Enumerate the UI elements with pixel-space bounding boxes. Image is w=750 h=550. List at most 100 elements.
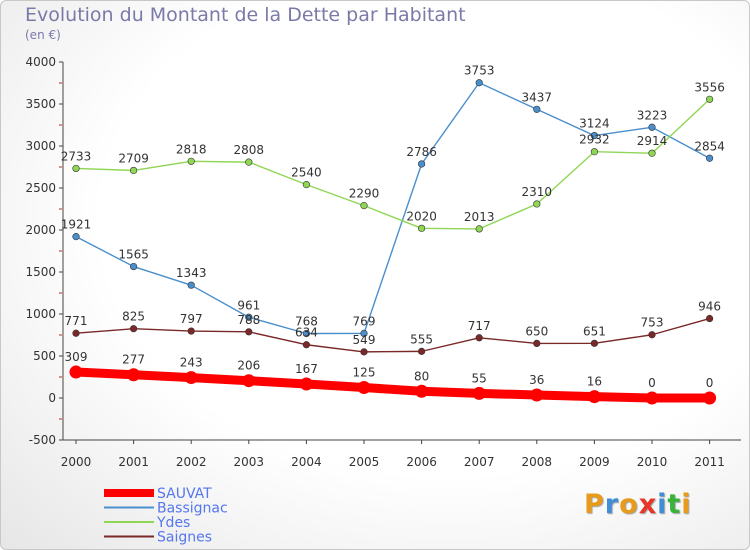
data-point-bassignac — [360, 329, 368, 338]
y-tick-label: 4000 — [25, 55, 56, 69]
x-tick-label: 2011 — [694, 455, 725, 469]
data-point-saignes — [187, 327, 195, 335]
data-point-ydes — [360, 202, 368, 210]
series-saignes: 771 825 797 788 634 549 555 717 650 651 753 946 — [65, 300, 721, 356]
data-point-ydes — [648, 149, 656, 157]
data-point-bassignac — [130, 262, 138, 271]
data-point-ydes — [705, 95, 714, 103]
data-label-saignes: 555 — [410, 332, 433, 346]
data-label-saignes: 634 — [295, 326, 318, 340]
data-label-saignes: 651 — [583, 324, 606, 338]
data-label-sauvat: 36 — [529, 373, 544, 387]
data-point-bassignac — [533, 105, 541, 113]
data-point-ydes — [418, 224, 426, 232]
data-point-ydes — [475, 225, 483, 233]
series-line-bassignac — [75, 82, 711, 335]
x-tick-label: 2003 — [234, 455, 265, 469]
data-label-saignes: 771 — [65, 314, 88, 328]
legend-item-saignes: Saignes — [104, 530, 212, 546]
data-point-sauvat — [415, 384, 429, 398]
data-label-sauvat: 80 — [414, 369, 429, 383]
data-label-bassignac: 769 — [353, 314, 376, 328]
chart-subtitle: (en €) — [25, 28, 61, 42]
data-point-ydes — [533, 200, 541, 208]
data-point-bassignac — [245, 313, 253, 321]
data-point-saignes — [475, 334, 483, 342]
data-point-saignes — [130, 325, 138, 333]
legend-label: Ydes — [156, 515, 190, 531]
data-point-saignes — [72, 329, 80, 337]
data-label-saignes: 788 — [237, 313, 260, 327]
data-label-bassignac: 3753 — [464, 64, 495, 78]
data-point-saignes — [418, 347, 426, 355]
data-point-bassignac — [187, 281, 195, 289]
data-point-saignes — [533, 339, 541, 348]
data-point-bassignac — [418, 160, 426, 168]
data-point-sauvat — [645, 391, 659, 405]
data-label-sauvat: 243 — [180, 356, 203, 370]
data-label-ydes: 2818 — [176, 142, 207, 156]
data-point-saignes — [590, 339, 599, 347]
data-label-ydes: 2733 — [61, 149, 92, 163]
legend-label: Bassignac — [157, 501, 228, 517]
data-label-ydes: 3556 — [694, 80, 725, 94]
data-point-bassignac — [590, 131, 599, 140]
data-point-saignes — [648, 331, 656, 339]
data-point-sauvat — [242, 374, 256, 388]
data-point-sauvat — [472, 386, 486, 400]
data-label-saignes: 753 — [641, 316, 664, 330]
data-label-ydes: 2020 — [406, 209, 437, 223]
data-point-saignes — [302, 341, 311, 349]
data-label-bassignac: 2786 — [406, 145, 437, 159]
data-point-ydes — [187, 157, 195, 165]
data-label-sauvat: 125 — [353, 366, 376, 380]
data-point-bassignac — [705, 154, 714, 162]
data-point-sauvat — [127, 368, 141, 382]
data-label-sauvat: 277 — [122, 353, 145, 367]
data-label-sauvat: 309 — [65, 350, 88, 364]
data-point-bassignac — [72, 233, 80, 241]
legend-item-sauvat: SAUVAT — [104, 486, 212, 502]
x-tick-label: 2010 — [637, 455, 668, 469]
series-bassignac: 1921 1565 1343 961 768 769 2786 3753 3437 3124 322… — [61, 64, 725, 338]
data-point-ydes — [302, 181, 311, 189]
chart-title: Evolution du Montant de la Dette par Hab… — [25, 4, 466, 26]
x-tick-label: 2001 — [118, 455, 149, 469]
legend-item-bassignac: Bassignac — [104, 501, 228, 517]
data-point-bassignac — [648, 123, 656, 131]
x-tick-label: 2002 — [176, 455, 207, 469]
y-tick-label: 1000 — [25, 307, 56, 321]
series-line-ydes — [75, 98, 711, 230]
data-label-saignes: 946 — [698, 300, 721, 314]
y-tick-label: 0 — [48, 391, 56, 405]
proxiti-logo: Proxiti — [584, 489, 692, 520]
y-tick-label: -500 — [29, 433, 56, 447]
legend-item-ydes: Ydes — [104, 515, 190, 531]
data-point-ydes — [245, 158, 253, 166]
data-point-saignes — [705, 314, 714, 323]
data-label-bassignac: 3223 — [637, 108, 668, 122]
data-point-saignes — [245, 328, 253, 336]
data-point-sauvat — [530, 388, 544, 402]
data-label-bassignac: 961 — [237, 298, 260, 312]
data-point-sauvat — [357, 381, 371, 394]
data-label-saignes: 549 — [353, 333, 376, 347]
data-label-ydes: 2914 — [637, 134, 668, 148]
data-label-sauvat: 0 — [648, 376, 656, 390]
data-label-sauvat: 55 — [472, 371, 487, 385]
data-point-saignes — [360, 348, 368, 356]
y-tick-label: 1500 — [25, 265, 56, 279]
data-point-ydes — [590, 148, 599, 156]
x-tick-label: 2007 — [464, 455, 495, 469]
data-label-ydes: 2290 — [349, 187, 380, 201]
series-ydes: 2733 2709 2818 2808 2540 2290 2020 2013 2310 2932… — [61, 80, 725, 233]
x-tick-label: 2008 — [522, 455, 553, 469]
series-line-sauvat — [71, 367, 715, 403]
data-label-ydes: 2540 — [291, 166, 322, 180]
data-label-saignes: 797 — [180, 312, 203, 326]
series-line-saignes — [75, 317, 711, 353]
data-point-sauvat — [184, 371, 198, 385]
